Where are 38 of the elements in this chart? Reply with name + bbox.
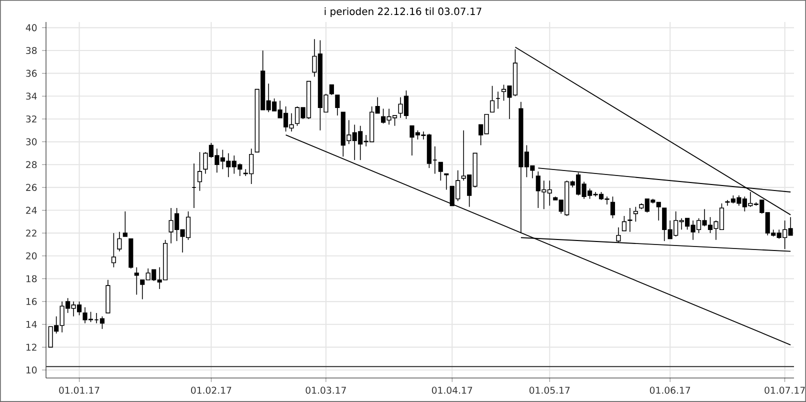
candlestick (117, 232, 122, 252)
candlestick (622, 216, 627, 232)
y-tick-label: 28 (26, 161, 37, 168)
y-tick-label: 24 (26, 206, 37, 214)
x-tick-label: 01.07.17 (764, 386, 805, 394)
y-tick-label: 34 (26, 92, 37, 100)
y-tick-label: 12 (26, 344, 36, 351)
y-tick-label: 16 (26, 298, 37, 306)
candlestick (490, 85, 495, 113)
x-tick-label: 01.02.17 (191, 386, 232, 394)
candlestick (197, 152, 202, 192)
x-tick-label: 01.06.17 (650, 386, 690, 394)
candlestick (444, 173, 449, 190)
y-tick-label: 22 (26, 230, 36, 237)
y-tick-label: 26 (26, 184, 37, 191)
y-tick-label: 32 (26, 115, 36, 122)
candlestick (329, 84, 334, 96)
candlestick (111, 232, 116, 268)
y-tick-label: 14 (26, 320, 37, 328)
candlestick (610, 196, 616, 219)
candlestick (633, 206, 638, 222)
y-tick-label: 40 (26, 24, 37, 32)
x-tick-label: 01.05.17 (529, 386, 570, 394)
chart-title: i perioden 22.12.16 til 03.07.17 (324, 7, 482, 18)
x-tick-label: 01.04.17 (432, 386, 472, 394)
y-tick-label: 38 (26, 46, 37, 54)
x-tick-label: 01.01.17 (59, 386, 100, 394)
y-tick-label: 30 (26, 138, 37, 146)
y-tick-label: 18 (26, 275, 37, 282)
y-tick-label: 20 (26, 252, 37, 260)
y-tick-label: 36 (26, 70, 37, 77)
candlestick (335, 94, 340, 116)
candlestick (438, 162, 443, 181)
candlestick (122, 211, 128, 237)
x-tick-label: 01.03.17 (306, 386, 346, 394)
candlestick (134, 266, 139, 296)
y-tick-label: 10 (26, 366, 37, 374)
candlestick (628, 208, 632, 232)
